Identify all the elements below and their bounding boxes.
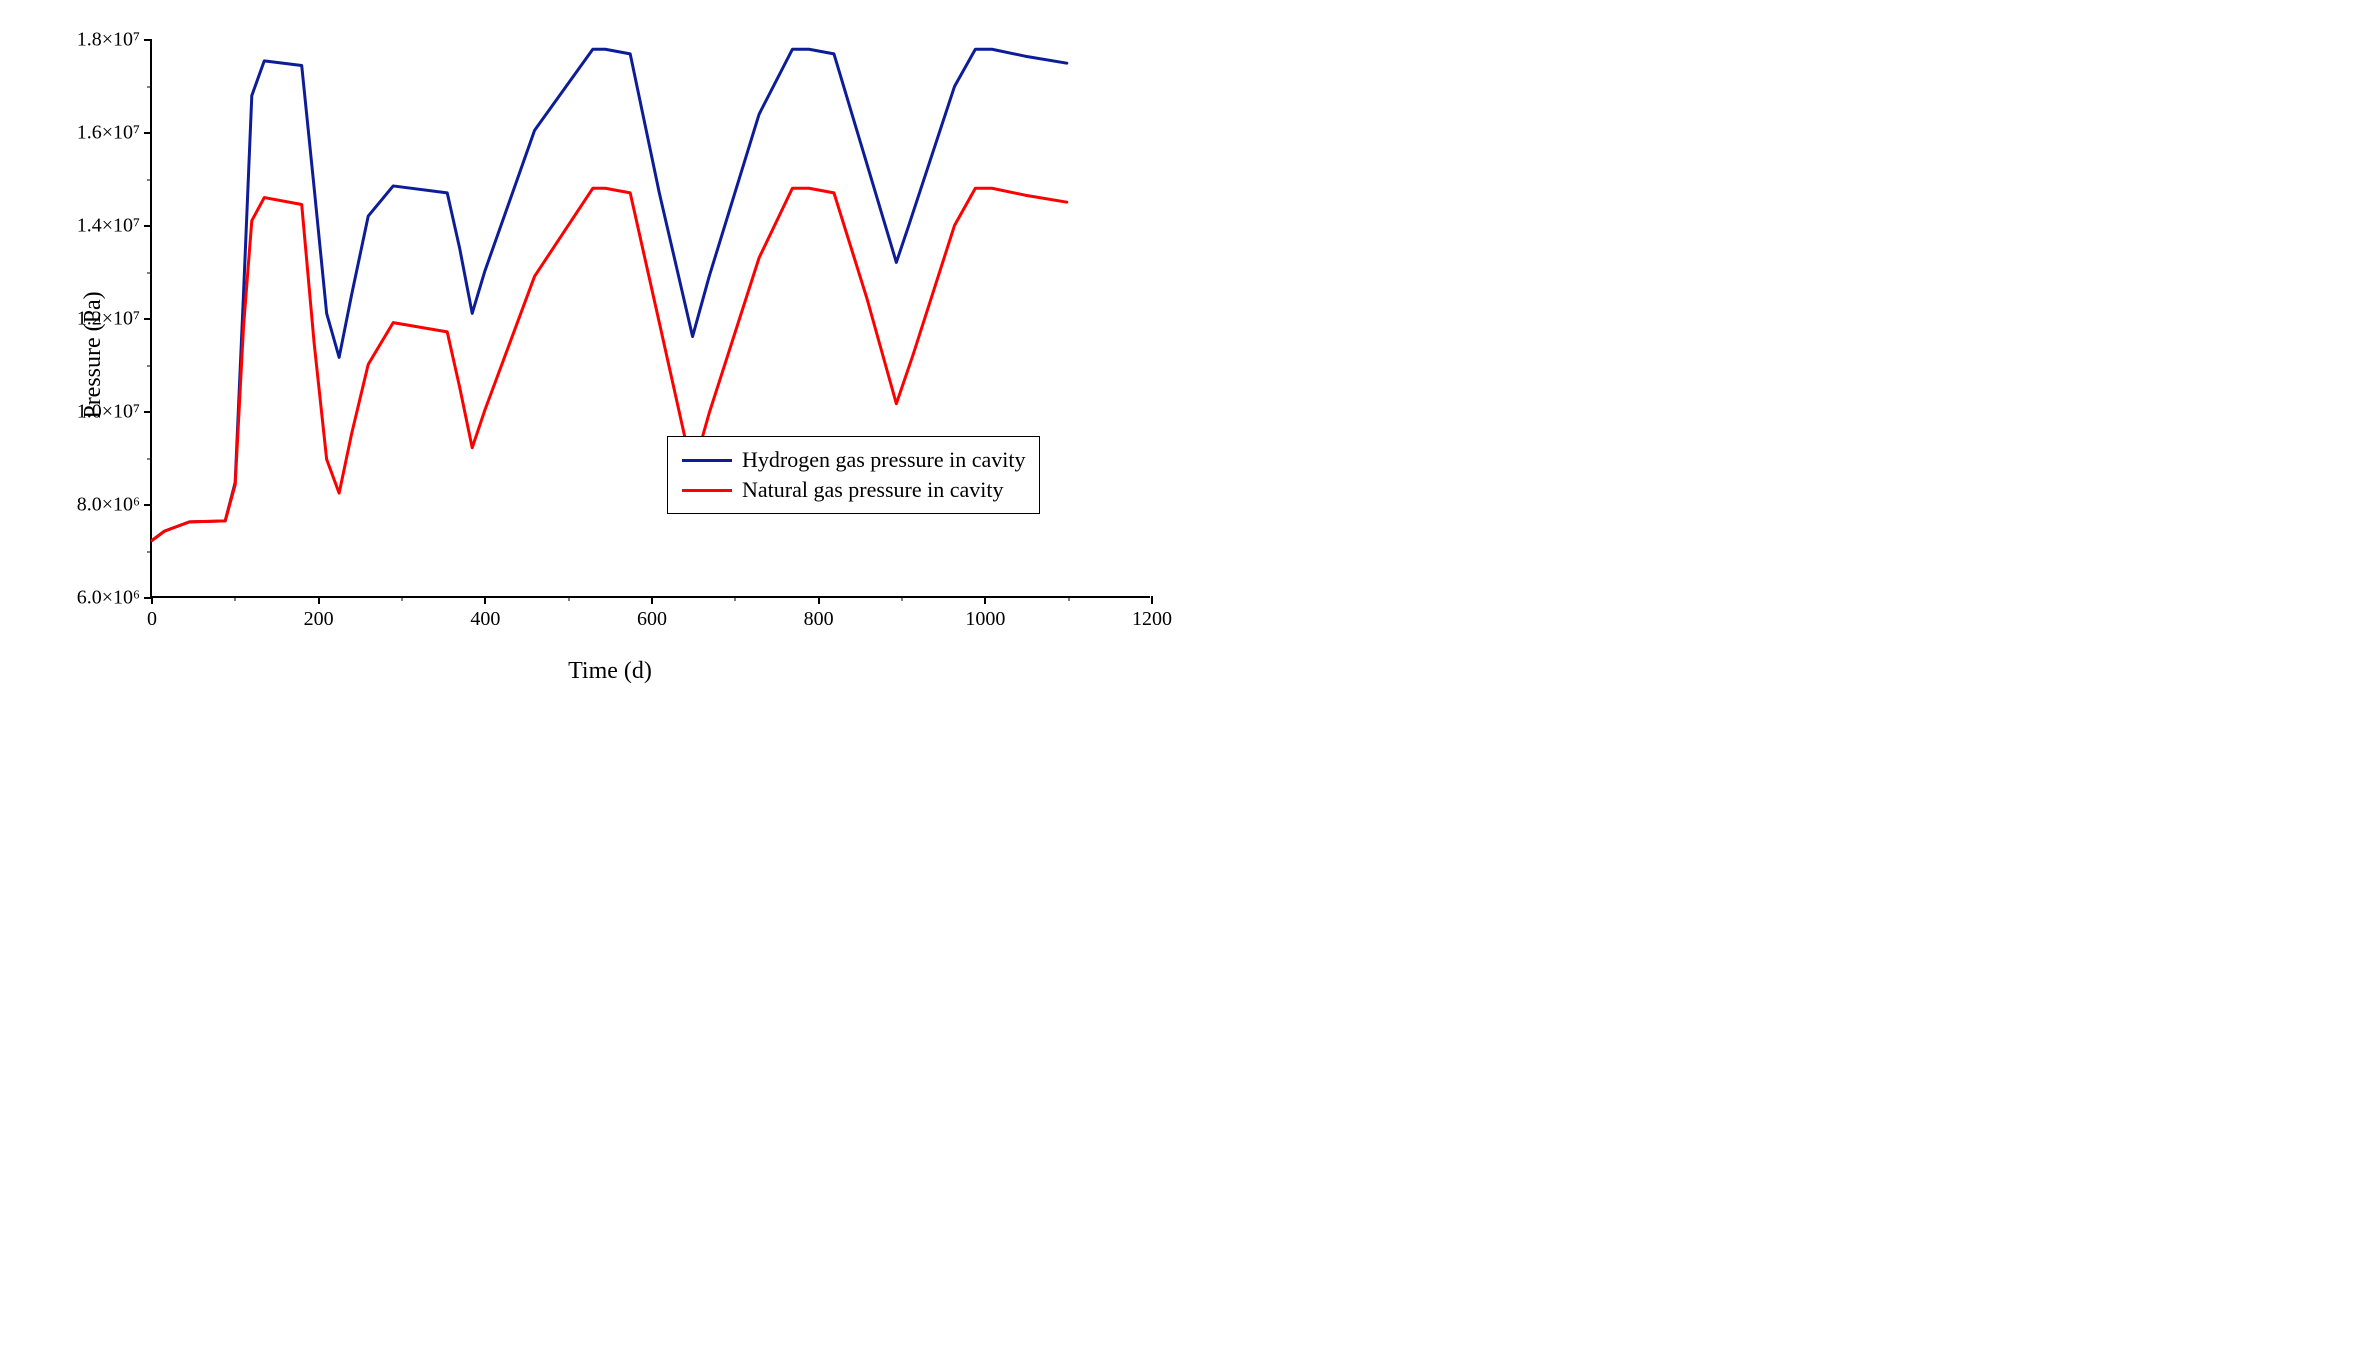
x-tick-label: 800 [804, 608, 834, 631]
x-tick-label: 1200 [1132, 608, 1172, 631]
x-minor-tick [402, 596, 403, 601]
x-minor-tick [902, 596, 903, 601]
x-tick [318, 596, 320, 604]
legend-swatch [682, 489, 732, 492]
x-tick-label: 600 [637, 608, 667, 631]
x-axis-label: Time (d) [568, 658, 652, 685]
y-minor-tick [147, 86, 152, 87]
x-tick [651, 596, 653, 604]
legend: Hydrogen gas pressure in cavity Natural g… [667, 436, 1040, 514]
x-tick [484, 596, 486, 604]
y-minor-tick [147, 551, 152, 552]
legend-item: Natural gas pressure in cavity [682, 475, 1025, 505]
chart-container: Hydrogen gas pressure in cavity Natural g… [20, 20, 1200, 690]
legend-label: Natural gas pressure in cavity [742, 477, 1003, 503]
x-tick-label: 200 [304, 608, 334, 631]
x-minor-tick [735, 596, 736, 601]
x-tick [818, 596, 820, 604]
x-tick [984, 596, 986, 604]
y-axis-label: Pressure (Pa) [80, 291, 107, 418]
plot-area: Hydrogen gas pressure in cavity Natural g… [150, 40, 1150, 598]
y-tick-label: 6.0×10⁶ [77, 587, 140, 610]
y-tick-label: 1.6×10⁷ [77, 122, 140, 145]
y-tick [144, 318, 152, 320]
x-minor-tick [568, 596, 569, 601]
y-tick-label: 8.0×10⁶ [77, 494, 140, 517]
legend-label: Hydrogen gas pressure in cavity [742, 447, 1025, 473]
y-tick [144, 504, 152, 506]
x-minor-tick [235, 596, 236, 601]
x-tick-label: 0 [147, 608, 157, 631]
y-tick [144, 132, 152, 134]
legend-swatch [682, 459, 732, 462]
y-tick [144, 597, 152, 599]
x-tick-label: 400 [470, 608, 500, 631]
y-tick-label: 1.4×10⁷ [77, 215, 140, 238]
y-tick [144, 225, 152, 227]
legend-item: Hydrogen gas pressure in cavity [682, 445, 1025, 475]
y-minor-tick [147, 179, 152, 180]
x-tick [1151, 596, 1153, 604]
y-tick-label: 1.8×10⁷ [77, 29, 140, 52]
y-minor-tick [147, 272, 152, 273]
x-minor-tick [1068, 596, 1069, 601]
y-tick [144, 39, 152, 41]
y-minor-tick [147, 458, 152, 459]
y-minor-tick [147, 365, 152, 366]
y-tick [144, 411, 152, 413]
x-tick-label: 1000 [965, 608, 1005, 631]
